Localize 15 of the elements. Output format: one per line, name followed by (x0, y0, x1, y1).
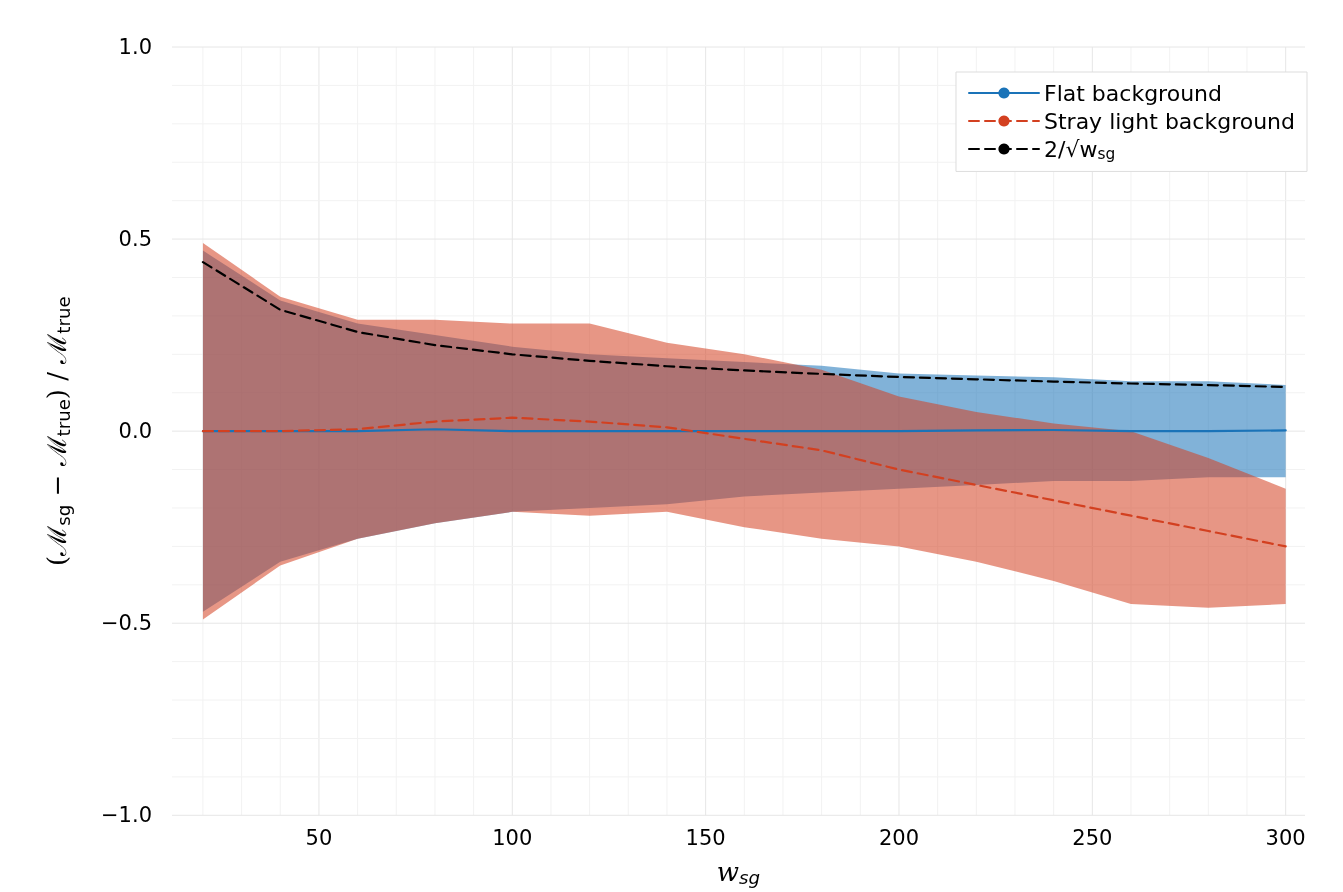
x-tick-label: 300 (1265, 825, 1306, 850)
y-axis-title: (ℳsg − ℳtrue) / ℳtrue (42, 296, 74, 566)
x-tick-label: 250 (1072, 825, 1113, 850)
legend-label: Stray light background (1044, 108, 1296, 134)
x-tick-label: 50 (305, 825, 333, 850)
y-tick-label: 0.5 (118, 227, 152, 252)
legend-label: Flat background (1044, 80, 1222, 106)
x-tick-label: 200 (878, 825, 920, 850)
y-tick-label: 1.0 (118, 35, 152, 59)
y-tick-label: −0.5 (101, 611, 152, 636)
x-tick-label: 100 (492, 825, 533, 850)
y-tick-label: 0.0 (118, 419, 152, 444)
line-series (201, 416, 1287, 548)
x-tick-label: 150 (685, 825, 726, 850)
y-tick-label: −1.0 (101, 803, 152, 828)
